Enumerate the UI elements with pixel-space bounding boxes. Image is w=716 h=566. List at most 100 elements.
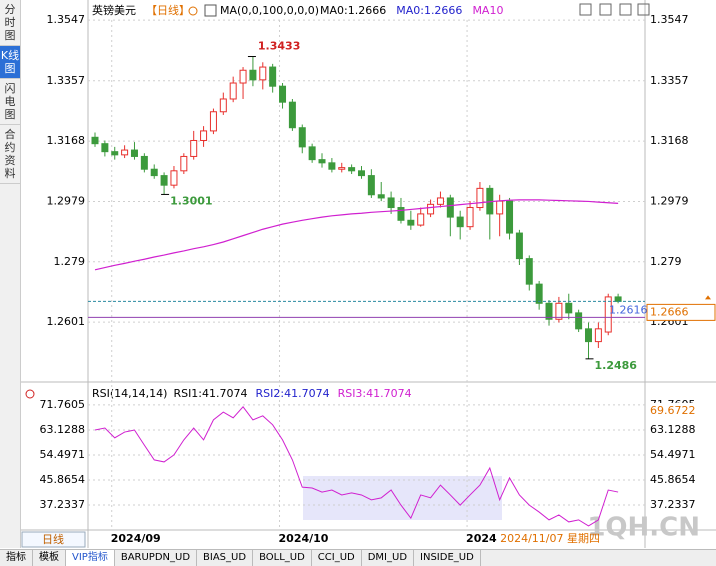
candle-body	[506, 200, 514, 234]
y-tick-label: 37.2337	[40, 498, 86, 511]
last-price-box	[646, 303, 716, 321]
y-tick-label-right: 1.279	[650, 255, 682, 268]
footer-tab[interactable]: 指标	[0, 550, 33, 566]
candle-body	[476, 187, 484, 209]
tool-icon[interactable]	[619, 3, 632, 16]
candle-body	[614, 296, 622, 302]
candle-body	[249, 69, 257, 81]
candle-body	[328, 162, 336, 170]
candle-body	[318, 159, 326, 164]
y-tick-label: 63.1288	[40, 423, 86, 436]
candle-body	[348, 167, 356, 172]
footer-tab[interactable]: BOLL_UD	[253, 550, 312, 566]
y-tick-label-right: 37.2337	[650, 498, 696, 511]
high-label: 1.3433	[258, 40, 300, 53]
candle-body	[229, 82, 237, 100]
candle-body	[190, 139, 198, 157]
y-tick-label-right: 1.3357	[650, 74, 689, 87]
y-tick-label: 1.3357	[47, 74, 86, 87]
side-tab[interactable]: 分时图	[0, 0, 20, 46]
candle-body	[496, 200, 504, 215]
candle-body	[585, 328, 592, 343]
candle-body	[170, 170, 178, 186]
candle-body	[417, 213, 425, 226]
footer-tab[interactable]: VIP指标	[66, 550, 115, 566]
highlight-zone	[303, 476, 502, 520]
candle-body	[377, 194, 385, 199]
candle-body	[269, 66, 277, 87]
y-tick-label: 1.279	[54, 255, 86, 268]
ma-legend: MA0:1.2666	[320, 4, 386, 17]
add-icon[interactable]	[188, 6, 198, 16]
period-button-label[interactable]: 日线	[42, 532, 64, 546]
cursor-price-label: 1.2616	[609, 303, 648, 316]
y-tick-label: 45.8654	[40, 473, 86, 486]
candle-body	[308, 146, 316, 161]
rsi-legend: RSI2:41.7074	[256, 387, 330, 400]
candle-body	[387, 197, 395, 209]
candle-body	[446, 197, 454, 218]
candle-body	[101, 143, 109, 153]
footer-tab[interactable]: BARUPDN_UD	[115, 550, 198, 566]
candle-body	[219, 98, 227, 113]
candle-body	[515, 232, 523, 260]
candle-body	[407, 219, 415, 226]
ma-params: MA(0,0,100,0,0,0)	[220, 4, 319, 17]
y-tick-label: 1.3547	[47, 13, 86, 26]
candle-body	[200, 130, 208, 141]
y-tick-label-right: 54.4971	[650, 448, 696, 461]
toolbar	[579, 3, 650, 16]
rsi-icon[interactable]	[25, 389, 35, 399]
candle-body	[209, 111, 217, 132]
candle-body	[436, 197, 444, 205]
y-tick-label-right: 45.8654	[650, 473, 696, 486]
footer-tab[interactable]: 模板	[33, 550, 66, 566]
y-tick-label: 71.7605	[40, 398, 86, 411]
candle-body	[427, 203, 435, 215]
candle-body	[466, 207, 474, 228]
candle-body	[397, 207, 405, 221]
candle-body	[150, 168, 158, 177]
ma-legend: MA0:1.2666	[396, 4, 462, 17]
candle-body	[338, 167, 346, 170]
candle-body	[565, 302, 573, 314]
rsi-title: RSI(14,14,14)	[92, 387, 167, 400]
candle-body	[575, 312, 583, 330]
candle-body	[357, 170, 365, 177]
footer-tab[interactable]: BIAS_UD	[197, 550, 254, 566]
ma-icon[interactable]	[204, 4, 217, 17]
footer-tab[interactable]: CCI_UD	[312, 550, 362, 566]
tool-icon[interactable]	[637, 3, 650, 16]
footer-tab[interactable]: INSIDE_UD	[414, 550, 481, 566]
cursor-date: 2024/11/07 星期四	[500, 532, 600, 545]
low-label: 1.3001	[170, 194, 212, 207]
candle-body	[456, 216, 464, 228]
candle-body	[298, 127, 306, 148]
side-tab[interactable]: K线图	[0, 46, 20, 79]
symbol: 英镑美元	[92, 3, 136, 17]
tool-icon[interactable]	[579, 3, 592, 16]
background	[20, 0, 716, 548]
candle-body	[121, 149, 129, 156]
y-tick-label: 1.2601	[47, 315, 86, 328]
side-tab[interactable]: 闪电图	[0, 79, 20, 125]
candle-body	[259, 66, 267, 81]
low-label: 1.2486	[595, 359, 638, 372]
side-tab[interactable]: 合约资料	[0, 125, 20, 184]
y-tick-label: 1.3168	[47, 134, 86, 147]
candle-body	[130, 149, 138, 157]
candle-body	[555, 302, 563, 320]
period[interactable]: 【日线】	[146, 3, 190, 17]
y-tick-label: 1.2979	[47, 194, 86, 207]
ma-legend: MA10	[472, 4, 503, 17]
footer-tab[interactable]: DMI_UD	[362, 550, 415, 566]
cursor-value-box	[647, 402, 707, 418]
watermark: 1QH.CN	[587, 513, 700, 543]
candle-body	[140, 155, 148, 170]
last-price-label: 1.2666	[650, 305, 689, 318]
period-button[interactable]	[21, 531, 86, 548]
cursor-value-label: 69.6722	[650, 404, 696, 417]
tool-icon[interactable]	[599, 3, 612, 16]
